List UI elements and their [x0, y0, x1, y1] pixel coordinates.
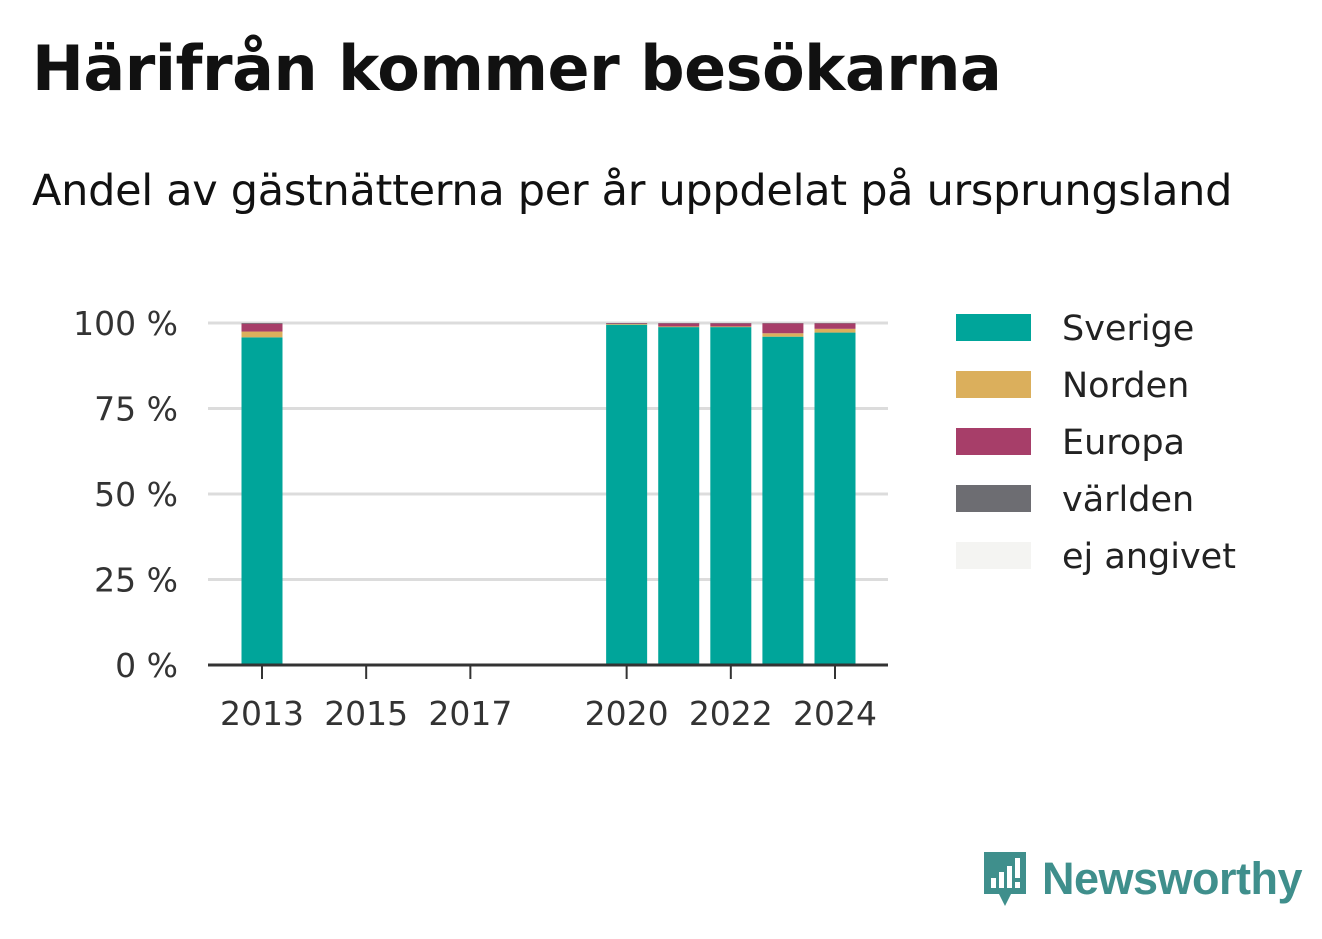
bar-segment: [762, 336, 804, 665]
x-tick-label: 2015: [324, 694, 408, 733]
bar-segment: [241, 337, 283, 665]
x-tick-label: 2020: [585, 694, 669, 733]
bar-segment: [710, 326, 752, 328]
y-tick-label: 25 %: [94, 561, 178, 600]
legend-swatch: [956, 485, 1031, 512]
legend-swatch: [956, 371, 1031, 398]
legend: Sverige Norden Europa världen ej angivet: [956, 309, 1236, 577]
legend-swatch: [956, 542, 1031, 569]
bar-segment: [814, 323, 856, 329]
x-tick-label: 2024: [793, 694, 877, 733]
bar-segment: [658, 323, 700, 327]
bar-segment: [606, 324, 648, 325]
x-tick-label: 2013: [220, 694, 304, 733]
legend-label: Norden: [1062, 366, 1189, 406]
x-tick-label: 2017: [428, 694, 512, 733]
y-tick-label: 0 %: [115, 646, 178, 685]
bar-segment: [762, 323, 804, 334]
y-tick-label: 50 %: [94, 475, 178, 514]
axes: 0 % 25 % 50 % 75 % 100 % 2013 2015 2017 2020 2022…: [73, 304, 888, 733]
y-tick-label: 75 %: [94, 390, 178, 429]
bar-segment: [710, 327, 752, 665]
bar-segment: [762, 333, 804, 337]
legend-label: världen: [1062, 480, 1194, 520]
bar-segment: [658, 326, 700, 328]
legend-swatch: [956, 314, 1031, 341]
bar-segment: [241, 323, 283, 324]
legend-label: ej angivet: [1062, 537, 1236, 577]
brand-logo: Newsworthy: [980, 848, 1303, 910]
legend-label: Sverige: [1062, 309, 1194, 349]
y-tick-label: 100 %: [73, 304, 178, 343]
bar-segment: [241, 331, 283, 338]
legend-swatch: [956, 428, 1031, 455]
bars: [241, 323, 856, 665]
bar-segment: [606, 324, 648, 665]
bar-segment: [814, 332, 856, 665]
bar-segment: [710, 323, 752, 327]
bar-segment: [658, 327, 700, 665]
legend-label: Europa: [1062, 423, 1185, 463]
x-tick-label: 2022: [689, 694, 773, 733]
brand-name: Newsworthy: [1042, 853, 1303, 904]
chart-subtitle: Andel av gästnätterna per år uppdelat på…: [32, 166, 1233, 216]
bar-segment: [606, 323, 648, 325]
bar-segment: [814, 328, 856, 333]
newsworthy-logo-icon: [984, 852, 1026, 906]
bar-segment: [241, 323, 283, 332]
chart-title: Härifrån kommer besökarna: [32, 32, 1002, 105]
